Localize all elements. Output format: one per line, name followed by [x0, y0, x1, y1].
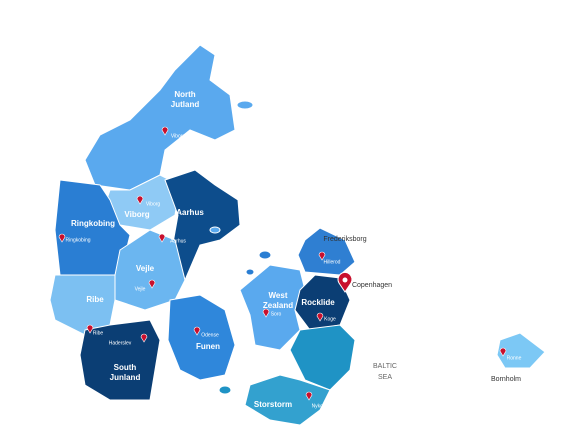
island [218, 385, 232, 395]
region-label: Aarhus [176, 208, 204, 217]
frederiksborg-shape[interactable] [297, 227, 356, 276]
capital-star [342, 277, 348, 283]
city-pin[interactable] [148, 279, 156, 289]
west-zealand-shape[interactable] [239, 264, 306, 351]
south-junland-shape[interactable] [79, 319, 161, 401]
island [245, 268, 255, 276]
rocklide-shape[interactable] [294, 274, 351, 331]
city-label: Koge [324, 316, 336, 322]
city-pin[interactable] [499, 347, 507, 357]
city-pin[interactable] [58, 233, 66, 243]
city-pin[interactable] [86, 324, 94, 334]
city-pin[interactable] [193, 326, 201, 336]
city-label: Odense [201, 332, 219, 338]
region-label: South Junland [110, 363, 141, 382]
north-jutland-shape[interactable] [84, 44, 236, 191]
sea-label: BALTIC [373, 363, 397, 370]
capital-label: Copenhagen [352, 282, 392, 289]
labels: North Jutland Viborg Aarhus Ringkobing Ve… [71, 90, 521, 409]
funen-shape[interactable] [167, 294, 236, 381]
island [236, 100, 254, 110]
region-label: Viborg [124, 210, 149, 219]
city-label: Vejle [135, 286, 146, 292]
city-label: Soro [271, 311, 282, 317]
city-label: Ronne [507, 355, 522, 361]
island [258, 250, 272, 260]
city-pin[interactable] [316, 312, 324, 322]
region-label: Ringkobing [71, 219, 115, 228]
city-label: Viborg [171, 133, 186, 139]
region-label: Funen [196, 342, 220, 351]
region-label: Ribe [86, 295, 104, 304]
city-label: Ribe [93, 330, 104, 336]
city-pin[interactable] [305, 391, 313, 401]
region-label: Frederiksborg [323, 236, 366, 243]
region-label: Rocklide [301, 298, 335, 307]
island [209, 226, 221, 234]
city-label: Hillerod [324, 259, 341, 265]
city-pin[interactable] [262, 308, 270, 318]
south-zealand-shape[interactable] [289, 324, 356, 391]
region-label: Vejle [136, 264, 155, 273]
region-label: North Jutland [171, 90, 200, 109]
city-label: Nykobing [312, 403, 333, 409]
city-label: Aarhus [170, 238, 186, 244]
city-label: Viborg [146, 201, 161, 207]
sea-label: SEA [378, 374, 392, 381]
city-label: Haderslev [109, 340, 132, 346]
city-pin[interactable] [161, 126, 169, 136]
city-pin[interactable] [318, 251, 326, 261]
city-pin[interactable] [136, 195, 144, 205]
city-pin[interactable] [158, 233, 166, 243]
region-label: Bornholm [491, 376, 521, 383]
city-pin[interactable] [140, 333, 148, 343]
bornholm-shape[interactable] [496, 332, 546, 369]
region-shapes [49, 44, 546, 426]
region-label: Storstorm [254, 400, 292, 409]
storstorm-shape[interactable] [244, 374, 331, 426]
region-label: West Zealand [263, 291, 293, 310]
city-label: Ringkobing [65, 237, 90, 243]
